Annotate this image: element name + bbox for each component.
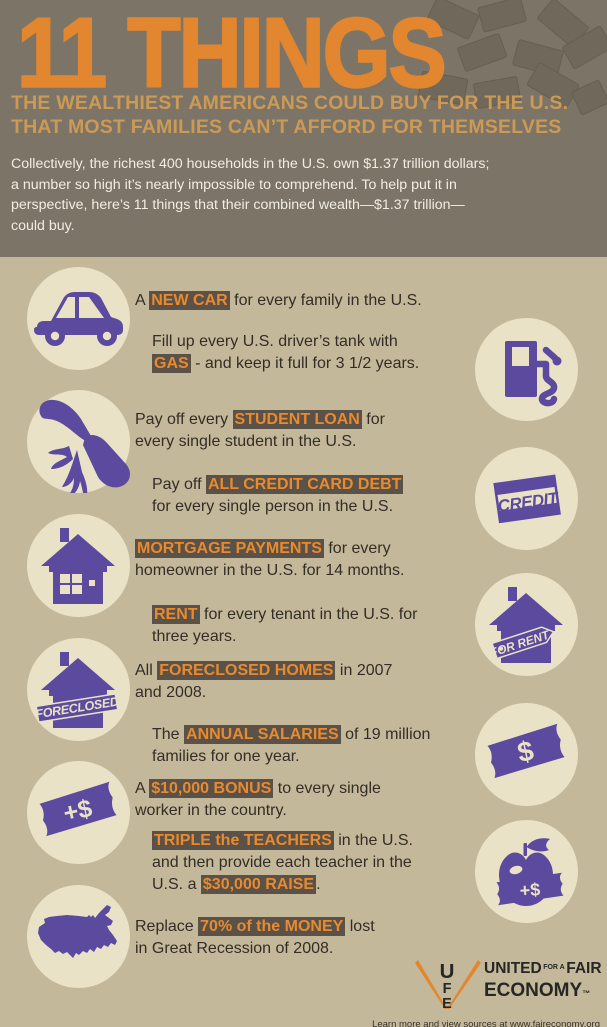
svg-text:+$: +$ bbox=[519, 880, 541, 901]
svg-text:+$: +$ bbox=[61, 795, 95, 828]
svg-text:F: F bbox=[443, 981, 452, 997]
svg-text:U: U bbox=[440, 960, 455, 983]
svg-text:E: E bbox=[442, 996, 452, 1012]
